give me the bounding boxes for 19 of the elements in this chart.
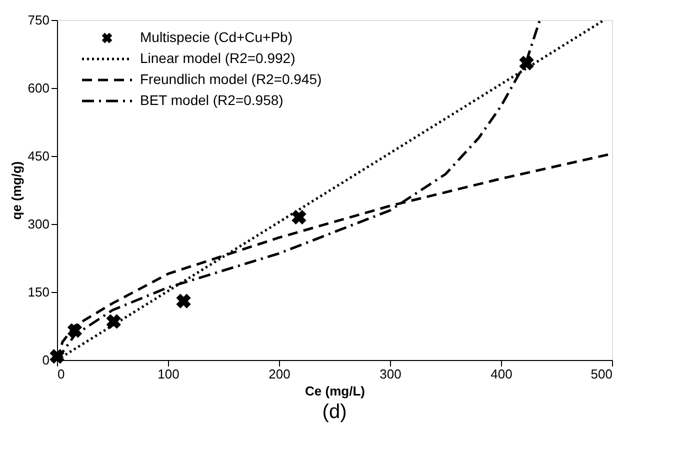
x-tick-label: 0 [58,366,65,382]
legend-label: BET model (R2=0.958) [140,92,284,108]
x-tick-label: 100 [158,366,180,382]
text: (d) [322,401,347,423]
y-axis-title: qe (mg/g) [8,161,24,220]
y-tick-label: 600 [28,80,50,96]
x-tick-label: 500 [590,366,612,382]
legend-label: Linear model (R2=0.992) [140,50,296,66]
x-tick-label: 300 [380,366,402,382]
legend-label: Freundlich model (R2=0.945) [140,71,322,87]
y-tick-label: 300 [28,216,50,232]
y-tick-label: 450 [28,148,50,164]
x-tick-label: 400 [490,366,512,382]
x-axis-title: Ce (mg/L) [305,384,365,398]
y-tick-label: 150 [28,284,50,300]
y-tick-label: 0 [42,352,50,368]
x-tick-label: 200 [268,366,290,382]
legend-label: Multispecie (Cd+Cu+Pb) [140,29,293,45]
y-tick-label: 750 [28,12,50,28]
